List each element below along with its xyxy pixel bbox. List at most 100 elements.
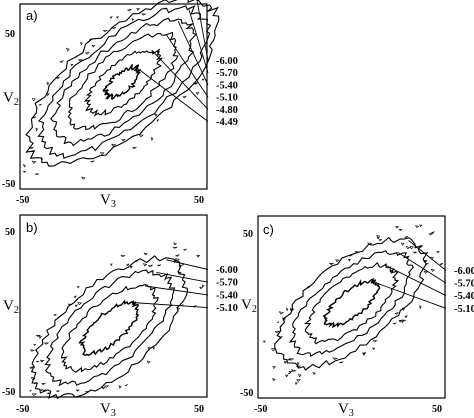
panel-b-xtick-left: -50 <box>16 404 29 415</box>
panel-c-noise-speck <box>296 379 302 383</box>
panel-c-noise-speck <box>312 371 316 375</box>
panel-a-noise-speck <box>65 47 70 52</box>
panel-c-noise-speck <box>412 251 417 254</box>
panel-c-noise-speck <box>378 238 382 242</box>
panel-b-noise-speck <box>196 254 201 258</box>
panel-a-noise-speck <box>80 42 83 46</box>
panel-c-contour-label-1: -6.00 <box>454 266 474 277</box>
panel-b-contour-label-3: -5.40 <box>216 290 238 301</box>
panel-c-noise-speck <box>289 308 295 312</box>
panel-c-noise-speck <box>272 366 276 370</box>
panel-b-xlabel: V3 <box>100 401 116 418</box>
panel-c-noise-speck <box>424 263 429 265</box>
panel-c-noise-speck <box>272 378 276 381</box>
panel-a-leader-1 <box>196 0 209 61</box>
panel-c-ytick-top: 50 <box>243 229 253 240</box>
panel-b-ytick-top: 50 <box>5 227 15 238</box>
panel-c-noise-speck <box>290 369 297 372</box>
panel-c-noise-speck <box>428 232 434 236</box>
panel-a-noise-speck <box>55 77 61 80</box>
panel-a-noise-speck <box>38 104 42 106</box>
panel-c-noise-speck <box>354 250 361 254</box>
panel-c-contour-1 <box>274 236 429 371</box>
panel-a-contour-label-4: -5.10 <box>216 93 238 104</box>
panel-c-contour-labels: -6.00 -5.70-5.40 -5.10 <box>454 266 474 315</box>
panel-a-noise-speck <box>121 138 127 142</box>
panel-b-contour-label-4: -5.10 <box>216 303 238 314</box>
panel-a-contour-label-2: -5.70 <box>216 68 238 79</box>
panel-c-noise-speck <box>361 352 367 355</box>
panel-a-noise-speck <box>46 82 50 86</box>
panel-c-frame <box>257 215 446 399</box>
panel-a-noise-speck <box>116 16 120 19</box>
panel-b-noise-speck <box>84 390 90 394</box>
panel-a-noise-speck <box>156 118 160 123</box>
panel-c-noise-speck <box>339 361 344 364</box>
panel-b-noise-speck <box>129 266 133 269</box>
panel-b-leader-2 <box>156 271 209 283</box>
panel-a-noise-speck <box>40 157 44 161</box>
panel-b-noise-speck <box>35 360 39 363</box>
panel-c-noise-speck <box>419 305 422 310</box>
panel-a-leader-6 <box>135 66 209 122</box>
panel-c-ylabel: V2 <box>241 297 257 315</box>
panel-c-noise-speck <box>274 330 281 334</box>
panel-a-noise-speck <box>31 160 37 164</box>
panel-c-noise-speck <box>328 262 334 265</box>
panel-b-noise-speck <box>152 346 156 350</box>
panel-c-noise-speck <box>395 226 400 229</box>
panel-a-xlabel: V3 <box>100 192 116 210</box>
panel-a-contour-5 <box>83 48 163 117</box>
panel-b-noise-speck <box>147 264 154 268</box>
panel-c-noise-speck <box>403 236 409 239</box>
panel-a-noise-speck <box>109 15 113 19</box>
panel-c-noise-speck <box>279 336 283 340</box>
panel-b-noise-speck <box>142 263 148 267</box>
panel-a-xtick-left: -50 <box>16 195 29 206</box>
panel-b-noise-speck <box>33 343 37 346</box>
panel-c-noise-speck <box>400 242 405 246</box>
panel-c-noise-speck <box>367 242 373 246</box>
panel-b-noise-speck <box>181 263 185 266</box>
panel-b-noise-speck <box>41 382 47 385</box>
panel-a-contour-3 <box>50 17 197 147</box>
panel-c-noise-speck <box>398 229 403 231</box>
panel-b-noise-speck <box>43 342 50 345</box>
panel-b-noise-speck <box>73 295 77 299</box>
panel-a-contour-2 <box>37 5 212 159</box>
panel-a-noise-speck <box>126 8 132 12</box>
panel-a-noise-speck <box>91 44 96 48</box>
panel-b-noise-speck <box>147 346 151 350</box>
panel-c-noise-speck <box>276 321 280 324</box>
panel-a-ylabel: V2 <box>3 90 19 108</box>
panel-a-noise-speck <box>32 116 36 119</box>
panel-b-noise-speck <box>173 242 178 246</box>
panel-c-noise-speck <box>288 370 293 373</box>
panel-b-ylabel: V2 <box>3 298 19 316</box>
panel-a-noise-speck <box>28 146 35 150</box>
panel-a-noise-speck <box>131 18 135 21</box>
panel-c-noise-speck <box>423 270 429 274</box>
panel-c-noise-speck <box>296 362 300 366</box>
panel-a-noise-speck <box>90 160 95 163</box>
panel-c-noise-speck <box>430 231 435 234</box>
panel-b-xtick-right: 50 <box>194 404 204 415</box>
panel-c-noise-speck <box>430 268 435 272</box>
panel-b-noise-speck <box>30 376 36 381</box>
panel-a-noise-speck <box>192 82 198 85</box>
panel-b-letter: b) <box>26 220 38 235</box>
panel-a-noise-speck <box>31 98 36 102</box>
panel-b-noise-speck <box>118 385 122 389</box>
panel-b-noise-speck <box>146 360 151 364</box>
panel-b-noise-speck <box>175 254 180 257</box>
panel-a-contour-label-5: -4.80 <box>216 105 238 116</box>
panel-b-contour-1 <box>30 255 188 400</box>
panel-b-noise-speck <box>38 335 42 339</box>
panel-a-contour-label-3: -5.40 <box>216 80 238 91</box>
panel-c-noise-speck <box>376 235 381 239</box>
panel-c-noise-speck <box>409 245 415 250</box>
panel-b-noise-speck <box>176 307 181 311</box>
panel-c-noise-speck <box>262 340 266 343</box>
panel-b-noise-speck <box>181 304 184 307</box>
panel-c-noise-speck <box>278 311 284 315</box>
